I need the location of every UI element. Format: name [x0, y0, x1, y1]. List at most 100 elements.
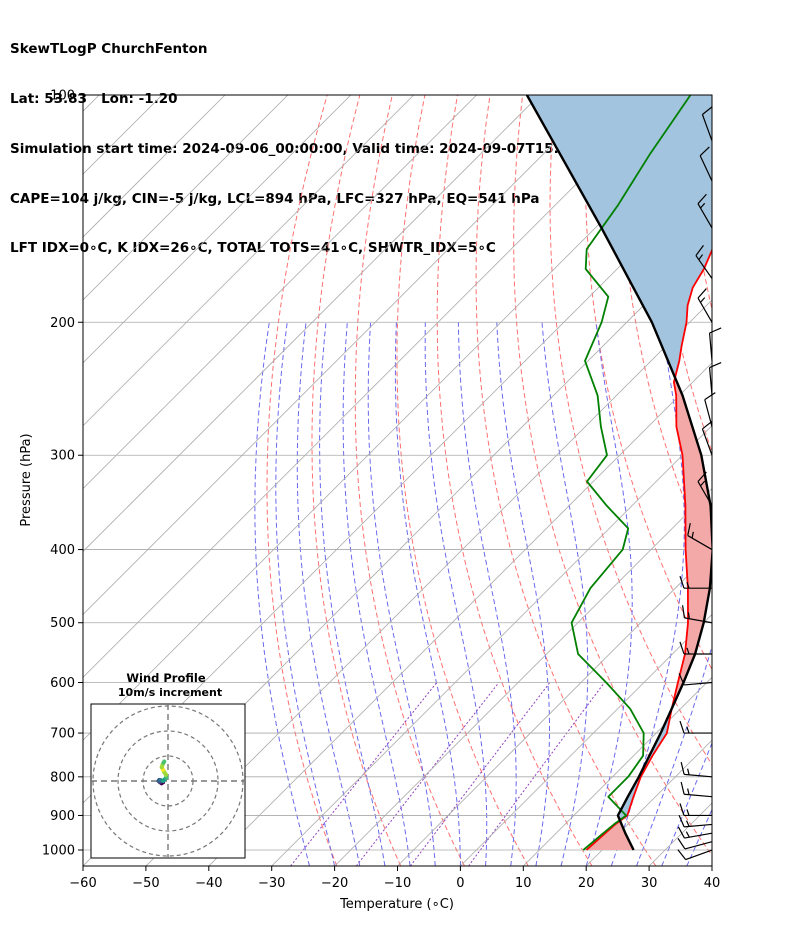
isotherm-line	[397, 550, 712, 866]
mixing-ratio-line	[468, 682, 605, 866]
wind-barb	[699, 146, 713, 182]
hodograph-subtitle: 10m/s increment	[118, 686, 222, 699]
wind-barb	[697, 193, 713, 229]
isotherm-line	[83, 95, 414, 427]
wind-barb	[701, 106, 713, 142]
wind-barb	[678, 815, 713, 828]
y-tick-label: 100	[50, 89, 75, 104]
x-tick-label: 0	[456, 876, 464, 891]
x-tick-label: 20	[578, 876, 595, 891]
hodograph-title: Wind Profile	[126, 671, 206, 685]
y-tick-label: 700	[50, 727, 75, 742]
wind-barb	[681, 605, 713, 624]
wind-barb	[680, 761, 713, 778]
isotherm-line	[208, 362, 712, 866]
dry-adiabat-line	[718, 95, 794, 866]
dry-adiabat-line	[584, 95, 712, 671]
wind-barb	[679, 641, 712, 655]
cape-cin-shading	[526, 95, 712, 850]
mixing-ratio-line	[290, 682, 438, 866]
isotherm-line	[83, 95, 289, 301]
y-tick-label: 600	[50, 676, 75, 691]
dewpoint-profile-line	[570, 95, 692, 851]
isotherm-line	[83, 95, 100, 112]
dry-adiabat-line	[475, 95, 657, 866]
moist-adiabat-line	[319, 322, 386, 866]
dry-adiabat-line	[266, 95, 338, 866]
isotherm-line	[711, 865, 712, 866]
chart-title-block: SkewTLogP ChurchFenton Lat: 53.83 Lon: -…	[10, 8, 626, 274]
hodograph-ring	[117, 730, 219, 832]
dry-adiabat-line	[396, 95, 529, 866]
wind-barb	[708, 327, 722, 361]
wind-barb	[677, 849, 713, 861]
isotherm-line	[460, 613, 712, 866]
wind-barb	[677, 826, 713, 839]
dry-adiabat-line	[354, 95, 465, 866]
dry-adiabat-line	[311, 95, 402, 866]
wind-barb	[704, 392, 716, 427]
isotherm-line	[83, 95, 540, 553]
moist-adiabat-line	[275, 322, 336, 866]
y-tick-label: 300	[50, 449, 75, 464]
title-line-convective-params: CAPE=104 j/kg, CIN=-5 j/kg, LCL=894 hPa,…	[10, 190, 540, 207]
moist-adiabat-line	[541, 322, 589, 866]
wind-barb	[679, 803, 712, 817]
cin-area	[526, 95, 712, 380]
x-tick-label: −20	[321, 876, 348, 891]
isotherm-line	[83, 95, 352, 364]
moist-adiabat-line	[296, 322, 361, 866]
wind-barb	[677, 838, 713, 850]
moist-adiabat-line	[610, 322, 685, 866]
title-line-stability-indices: LFT IDX=0∘C, K IDX=26∘C, TOTAL TOTS=41∘C…	[10, 240, 496, 257]
wind-barb	[679, 575, 712, 589]
mixing-ratio-line	[409, 682, 551, 866]
moist-adiabat-line	[686, 808, 712, 866]
isotherm-line	[334, 488, 712, 866]
hodograph-trace-segment	[161, 759, 167, 765]
wind-barb	[708, 361, 722, 396]
dry-adiabat-line	[436, 95, 593, 866]
wind-barb	[697, 288, 713, 323]
y-tick-label: 1000	[42, 844, 75, 859]
hodograph-inset: Wind Profile 10m/s increment	[90, 671, 246, 859]
x-tick-label: −50	[132, 876, 159, 891]
title-line-station: SkewTLogP ChurchFenton	[10, 41, 208, 58]
y-tick-label: 800	[50, 770, 75, 785]
x-tick-label: −60	[69, 876, 96, 891]
axes: −60 −50 −40 −30 −20 −10 0 10 20 30 40 100 200 300 400 5…	[42, 89, 720, 892]
moist-adiabat-line	[424, 322, 488, 866]
isotherm-line	[83, 95, 666, 678]
moist-adiabat-line	[496, 322, 550, 866]
wind-barb	[680, 781, 713, 798]
x-tick-label: −30	[258, 876, 285, 891]
moist-adiabat-line	[367, 322, 436, 866]
dry-adiabat-line	[783, 95, 794, 866]
y-tick-label: 900	[50, 809, 75, 824]
isotherm-line	[271, 425, 712, 866]
y-tick-label: 500	[50, 616, 75, 631]
dry-adiabat-line	[619, 95, 712, 569]
x-tick-label: −40	[195, 876, 222, 891]
wind-barb	[697, 471, 713, 507]
wind-barb	[679, 720, 712, 734]
cape-area	[586, 821, 634, 850]
isotherm-line	[83, 95, 603, 615]
moist-adiabat-line	[342, 322, 411, 866]
wind-barb	[687, 523, 713, 551]
y-tick-label: 200	[50, 316, 75, 331]
moist-adiabat-line	[585, 322, 633, 866]
moist-adiabat-line	[254, 322, 310, 866]
moist-adiabat-line	[457, 322, 517, 866]
wind-barbs	[677, 106, 722, 861]
isotherm-line	[83, 95, 226, 238]
y-tick-label: 400	[50, 543, 75, 558]
x-tick-label: −10	[384, 876, 411, 891]
wind-barb	[695, 245, 713, 279]
isotherm-line	[523, 676, 712, 866]
x-axis-label: Temperature (∘C)	[339, 897, 454, 912]
x-tick-label: 40	[704, 876, 721, 891]
x-tick-label: 10	[515, 876, 532, 891]
isotherm-line	[83, 95, 477, 490]
